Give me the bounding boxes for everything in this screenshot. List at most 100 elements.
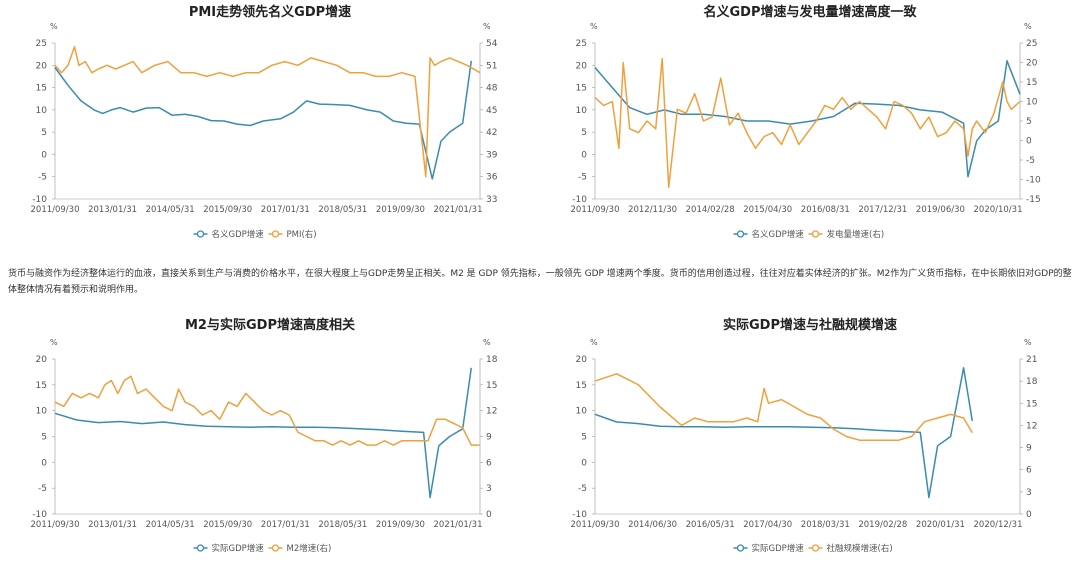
y2-axis-ticks: 25 20 15 10 5 0 -5 -10 -15 xyxy=(1020,39,1041,205)
left-axis-unit: % xyxy=(590,22,598,31)
chart-legend: 实际GDP增速 M2增速(右) xyxy=(193,543,332,554)
legend-item[interactable]: 名义GDP增速 xyxy=(733,229,805,240)
x-tick-label: 2017/01/31 xyxy=(261,205,310,215)
y-tick-label: -10 xyxy=(572,510,587,520)
y2-tick-label: 21 xyxy=(1026,355,1037,365)
x-tick-label: 2011/09/30 xyxy=(31,520,80,530)
y2-tick-label: 6 xyxy=(1026,466,1032,476)
y-axis-ticks: 25 20 15 10 5 0 -5 -10 xyxy=(572,39,595,205)
y2-tick-label: 9 xyxy=(1026,444,1032,454)
y-tick-label: -10 xyxy=(32,510,47,520)
legend-item[interactable]: 名义GDP增速 xyxy=(193,229,265,240)
legend-swatch-marker xyxy=(736,544,745,552)
y2-tick-label: 36 xyxy=(486,173,498,183)
x-axis-ticks: 2011/09/30 2013/01/31 2014/05/31 2015/09/30… xyxy=(31,205,483,215)
x-tick-label: 2020/10/31 xyxy=(974,205,1023,215)
right-axis-unit: % xyxy=(1024,338,1032,347)
legend-item[interactable]: 实际GDP增速 xyxy=(193,543,265,554)
x-tick-label: 2011/09/30 xyxy=(571,205,620,215)
legend-item[interactable]: 实际GDP增速 xyxy=(733,543,805,554)
x-tick-label: 2014/02/28 xyxy=(686,205,735,215)
series-line-right xyxy=(594,373,973,441)
legend-label: PMI(右) xyxy=(287,229,317,240)
y2-tick-label: 20 xyxy=(1026,59,1038,69)
legend-item[interactable]: PMI(右) xyxy=(268,229,317,240)
x-tick-label: 2020/01/31 xyxy=(916,520,965,530)
x-tick-label: 2013/01/31 xyxy=(88,520,137,530)
legend-item[interactable]: 社融规模增速(右) xyxy=(808,543,893,554)
y-tick-label: 15 xyxy=(576,84,587,94)
y2-tick-label: 25 xyxy=(1026,39,1037,49)
legend-item[interactable]: M2增速(右) xyxy=(268,543,332,554)
y-tick-label: -5 xyxy=(38,173,47,183)
y2-tick-label: 15 xyxy=(1026,78,1037,88)
chart-legend: 名义GDP增速 发电量增速(右) xyxy=(733,229,885,240)
series-line-left xyxy=(594,60,1021,178)
chart-m2-gdp: M2与实际GDP增速高度相关 % % 20 15 10 5 0 -5 -10 18 15 12 9… xyxy=(31,317,498,554)
y2-tick-label: -15 xyxy=(1026,195,1041,205)
x-tick-label: 2011/09/30 xyxy=(31,205,80,215)
series-line-right xyxy=(594,57,1021,189)
x-axis-ticks: 2011/09/30 2013/01/31 2014/05/31 2015/09/30… xyxy=(31,520,483,530)
y-tick-label: 5 xyxy=(581,433,587,443)
series-line-right xyxy=(54,45,481,178)
y-tick-label: -5 xyxy=(38,484,47,494)
right-axis-unit: % xyxy=(483,22,491,31)
x-tick-label: 2019/06/30 xyxy=(916,205,965,215)
x-tick-label: 2019/02/28 xyxy=(858,520,907,530)
legend-label: 实际GDP增速 xyxy=(212,543,265,554)
x-tick-label: 2013/01/31 xyxy=(88,205,137,215)
chart-series xyxy=(594,367,974,499)
y-tick-label: 10 xyxy=(36,407,48,417)
series-line-right xyxy=(54,375,480,446)
chart-series xyxy=(54,45,481,180)
x-tick-label: 2017/12/31 xyxy=(858,205,907,215)
x-axis-ticks: 2011/09/30 2014/06/30 2016/05/31 2017/04/30… xyxy=(571,520,1023,530)
legend-label: 发电量增速(右) xyxy=(827,229,885,240)
y-tick-label: 15 xyxy=(36,84,47,94)
y2-tick-label: 0 xyxy=(1026,137,1032,147)
x-tick-label: 2014/06/30 xyxy=(628,520,677,530)
legend-swatch-marker xyxy=(271,544,280,552)
y-tick-label: 5 xyxy=(41,128,47,138)
y-tick-label: 20 xyxy=(36,61,48,71)
x-tick-label: 2017/04/30 xyxy=(743,520,792,530)
y-tick-label: 25 xyxy=(36,39,47,49)
x-tick-label: 2016/08/31 xyxy=(801,205,850,215)
y2-tick-label: 15 xyxy=(1026,399,1037,409)
y2-tick-label: 54 xyxy=(486,39,498,49)
right-axis-unit: % xyxy=(1024,22,1032,31)
y2-tick-label: 45 xyxy=(486,106,497,116)
y-tick-label: -10 xyxy=(32,195,47,205)
x-tick-label: 2015/04/30 xyxy=(743,205,792,215)
y-tick-label: 15 xyxy=(576,381,587,391)
chart-grid xyxy=(54,43,481,200)
x-tick-label: 2019/09/30 xyxy=(376,520,425,530)
x-tick-label: 2014/05/31 xyxy=(146,205,195,215)
chart-gdp-electricity: 名义GDP增速与发电量增速高度一致 % % 25 20 15 10 5 0 -5 -10 25… xyxy=(571,4,1041,240)
x-tick-label: 2014/05/31 xyxy=(146,520,195,530)
y-tick-label: 20 xyxy=(36,355,48,365)
x-tick-label: 2018/03/31 xyxy=(801,520,850,530)
legend-item[interactable]: 发电量增速(右) xyxy=(808,229,885,240)
y-tick-label: 15 xyxy=(36,381,47,391)
y-axis-ticks: 20 15 10 5 0 -5 -10 xyxy=(572,355,595,520)
chart-pmi-gdp: PMI走势领先名义GDP增速 % % 25 20 15 10 5 0 -5 -10 54 51 4… xyxy=(31,4,498,240)
y-tick-label: -10 xyxy=(572,195,587,205)
y2-tick-label: 15 xyxy=(486,381,497,391)
chart-title: 名义GDP增速与发电量增速高度一致 xyxy=(704,4,918,20)
series-line-left xyxy=(54,60,473,180)
legend-swatch-marker xyxy=(736,230,745,238)
left-axis-unit: % xyxy=(50,338,58,347)
y-axis-ticks: 25 20 15 10 5 0 -5 -10 xyxy=(32,39,55,205)
x-tick-label: 2017/01/31 xyxy=(261,520,310,530)
right-axis-unit: % xyxy=(483,338,491,347)
y2-tick-label: 6 xyxy=(486,458,492,468)
y-tick-label: 5 xyxy=(581,128,587,138)
y2-tick-label: 12 xyxy=(1026,421,1037,431)
legend-label: 社融规模增速(右) xyxy=(827,543,893,554)
legend-swatch-marker xyxy=(271,230,280,238)
x-tick-label: 2021/01/31 xyxy=(434,205,483,215)
y-tick-label: 20 xyxy=(576,355,588,365)
